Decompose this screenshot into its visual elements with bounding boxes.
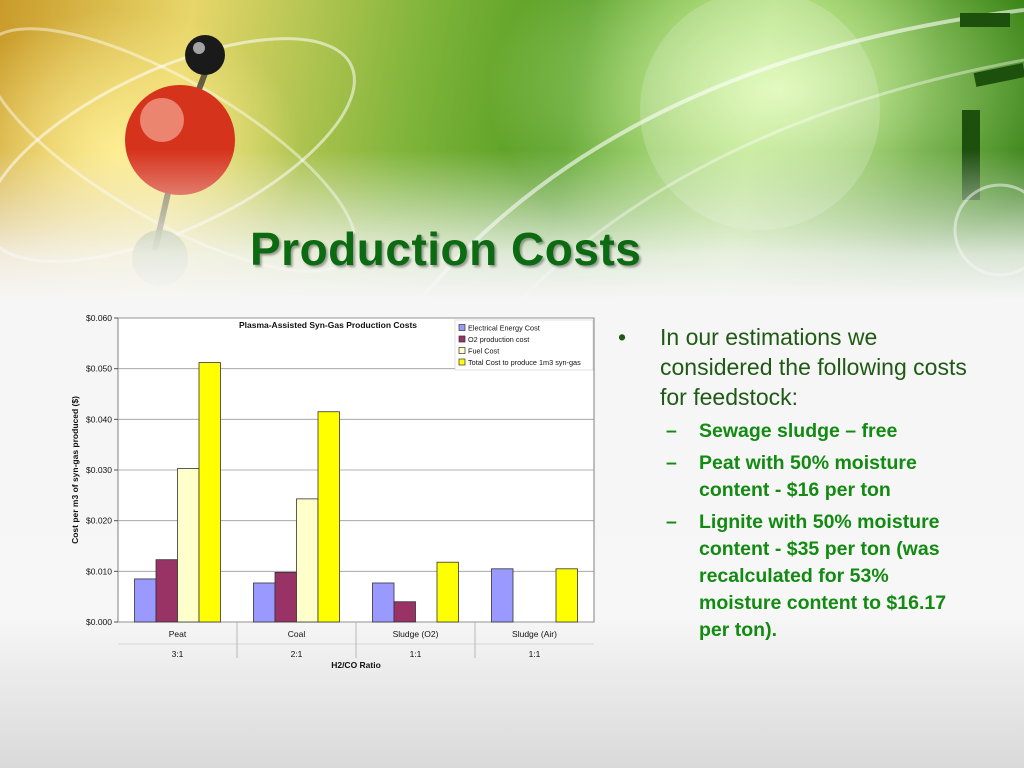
y-tick-label: $0.010 [86, 566, 112, 576]
y-tick-label: $0.020 [86, 516, 112, 526]
legend-swatch [458, 347, 466, 354]
legend-label: Electrical Energy Cost [468, 324, 540, 333]
y-tick-label: $0.060 [86, 313, 112, 323]
bar-3 [296, 498, 319, 623]
bullet-dash: – [666, 452, 677, 474]
bar-1 [491, 568, 514, 623]
chart-title: Plasma-Assisted Syn-Gas Production Costs [239, 320, 417, 330]
x-ratio-label: 3:1 [172, 649, 184, 659]
bullet-dot: • [618, 324, 627, 350]
x-ratio-label: 2:1 [291, 649, 303, 659]
bar-2 [155, 559, 178, 623]
legend-swatch [458, 335, 466, 343]
y-tick-label: $0.000 [86, 617, 112, 627]
bar-4 [317, 411, 340, 623]
bar-1 [253, 582, 276, 623]
sub-bullet-text: Peat with 50% moisture content - $16 per… [699, 452, 917, 501]
x-axis-title: H2/CO Ratio [331, 660, 381, 670]
y-tick-label: $0.050 [86, 364, 112, 374]
legend-swatch [458, 324, 466, 331]
bullet-list: • In our estimations we considered the f… [612, 322, 972, 649]
header-banner-image [0, 0, 1024, 300]
y-tick-label: $0.030 [86, 465, 112, 475]
bullet-dash: – [666, 420, 677, 442]
x-category-label: Coal [288, 629, 306, 639]
x-ratio-label: 1:1 [529, 649, 541, 659]
bullet-item: • In our estimations we considered the f… [612, 322, 972, 412]
x-category-label: Sludge (O2) [393, 629, 439, 639]
sub-bullet-list: – Sewage sludge – free – Peat with 50% m… [666, 418, 972, 644]
bullet-dash: – [666, 511, 677, 533]
x-category-label: Sludge (Air) [512, 629, 557, 639]
x-ratio-label: 1:1 [410, 649, 422, 659]
sub-bullet-text: Lignite with 50% moisture content - $35 … [699, 511, 947, 641]
bullet-text: In our estimations we considered the fol… [660, 324, 967, 410]
legend-label: O2 production cost [468, 335, 529, 344]
bar-1 [134, 578, 157, 623]
bar-4 [198, 362, 221, 623]
y-tick-label: $0.040 [86, 414, 112, 424]
sub-bullet-text: Sewage sludge – free [699, 420, 898, 442]
bar-2 [393, 601, 416, 623]
y-axis-title: Cost per m3 of syn-gas produced ($) [70, 396, 80, 544]
legend [454, 319, 594, 371]
sub-bullet-item: – Sewage sludge – free [666, 418, 972, 445]
sub-bullet-item: – Lignite with 50% moisture content - $3… [666, 509, 972, 644]
sub-bullet-item: – Peat with 50% moisture content - $16 p… [666, 450, 972, 504]
bar-2 [274, 571, 297, 623]
legend-label: Total Cost to produce 1m3 syn-gas [468, 358, 581, 367]
slide-title: Production Costs [250, 223, 642, 275]
bar-4 [436, 561, 459, 623]
bar-1 [372, 582, 395, 623]
bar-4 [555, 568, 578, 623]
bar-3 [177, 468, 200, 623]
x-category-label: Peat [169, 629, 187, 639]
bar-chart: $0.000 $0.010 $0.020 $0.030 $0.040 $0.050 $0.0… [70, 313, 595, 670]
legend-swatch [458, 358, 466, 366]
legend-label: Fuel Cost [468, 347, 499, 356]
